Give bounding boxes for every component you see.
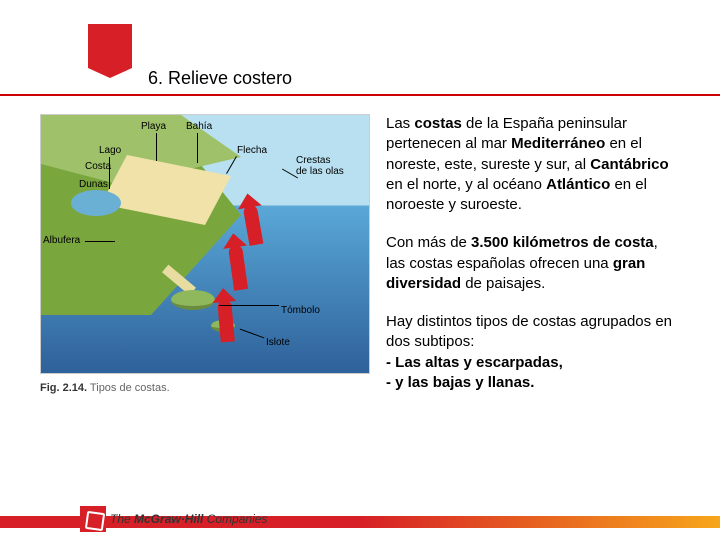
leader-line xyxy=(85,241,115,242)
publisher-mark-icon xyxy=(80,506,106,532)
text-run: Con más de xyxy=(386,234,471,251)
publisher-name: The McGraw·Hill Companies xyxy=(110,512,267,526)
text-bold: McGraw·Hill xyxy=(134,512,203,526)
label-bahia: Bahía xyxy=(186,121,212,132)
label-dunas: Dunas xyxy=(79,179,108,190)
label-costa: Costa xyxy=(85,161,111,172)
figure-caption: Fig. 2.14. Tipos de costas. xyxy=(40,382,370,394)
text-run: de paisajes. xyxy=(461,275,545,292)
content-area: Playa Bahía Lago Costa Dunas Albufera Fl… xyxy=(0,96,720,411)
label-flecha: Flecha xyxy=(237,145,267,156)
slide-title: 6. Relieve costero xyxy=(148,68,292,89)
text-bold: Atlántico xyxy=(546,176,610,193)
leader-line xyxy=(156,133,157,161)
slide-footer: The McGraw·Hill Companies xyxy=(0,496,720,540)
brand-tab-icon xyxy=(88,24,132,68)
text-bold: costas xyxy=(414,115,462,132)
label-albufera: Albufera xyxy=(43,235,80,246)
text-bold: Cantábrico xyxy=(590,156,668,173)
text-run: The xyxy=(110,512,134,526)
wave-arrow-icon xyxy=(228,244,248,291)
label-islote: Islote xyxy=(266,337,290,348)
label-playa: Playa xyxy=(141,121,166,132)
text-run: Hay distintos tipos de costas agrupados … xyxy=(386,313,672,350)
text-column: Las costas de la España peninsular perte… xyxy=(386,114,680,411)
text-run: Companies xyxy=(203,512,267,526)
figure-caption-num: Fig. 2.14. xyxy=(40,382,87,394)
figure-caption-text: Tipos de costas. xyxy=(87,382,170,394)
leader-line xyxy=(240,329,265,339)
lake-shape xyxy=(71,190,121,216)
text-bold: - y las bajas y llanas. xyxy=(386,374,534,391)
text-run: Las xyxy=(386,115,414,132)
slide-header: 6. Relieve costero xyxy=(0,0,720,96)
text-run: en el norte, y al océano xyxy=(386,176,546,193)
figure-column: Playa Bahía Lago Costa Dunas Albufera Fl… xyxy=(40,114,370,411)
publisher-logo: The McGraw·Hill Companies xyxy=(80,502,267,536)
label-lago: Lago xyxy=(99,145,121,156)
paragraph-1: Las costas de la España peninsular perte… xyxy=(386,114,680,215)
leader-line xyxy=(197,133,198,163)
text-bold: - Las altas y escarpadas, xyxy=(386,354,563,371)
text-bold: 3.500 kilómetros de costa xyxy=(471,234,654,251)
leader-line xyxy=(219,305,279,306)
paragraph-2: Con más de 3.500 kilómetros de costa, la… xyxy=(386,233,680,294)
coast-diagram: Playa Bahía Lago Costa Dunas Albufera Fl… xyxy=(40,114,370,374)
text-bold: Mediterráneo xyxy=(511,135,605,152)
label-tombolo: Tómbolo xyxy=(281,305,320,316)
tombolo-shape xyxy=(171,290,215,310)
label-crestas: Crestas de las olas xyxy=(296,155,344,177)
paragraph-3: Hay distintos tipos de costas agrupados … xyxy=(386,312,680,393)
